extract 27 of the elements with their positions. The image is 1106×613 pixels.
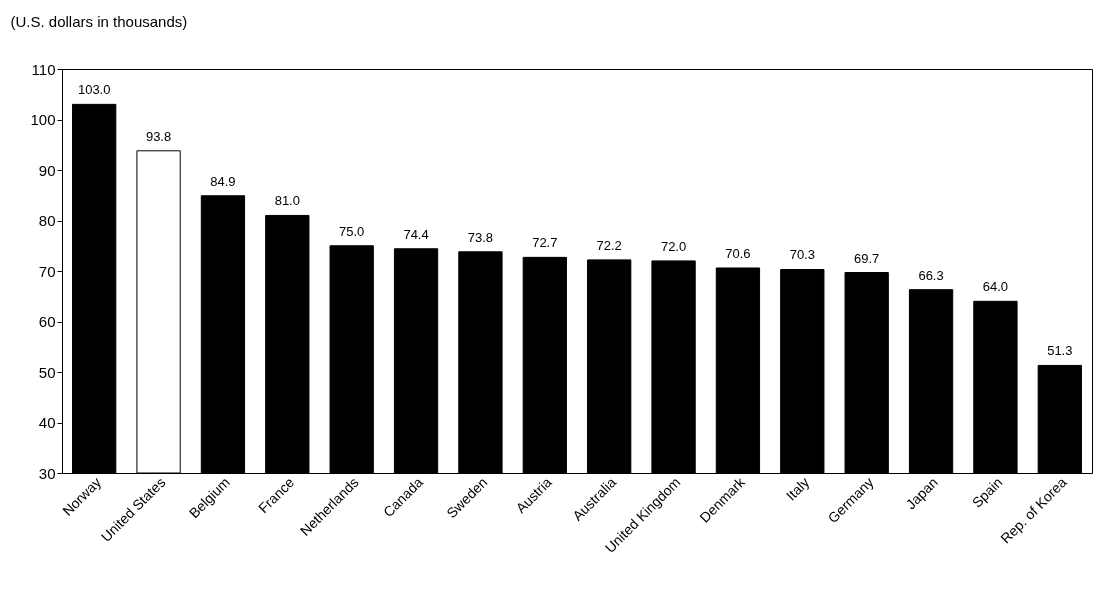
data-label: 103.0	[77, 82, 111, 98]
data-label: 72.2	[596, 237, 622, 253]
data-label: 73.8	[467, 229, 494, 245]
y-axis-title: (U.S. dollars in thousands)	[10, 12, 188, 30]
data-label: 69.7	[854, 250, 880, 266]
data-label: 75.0	[339, 223, 365, 239]
y-tick-label: 110	[31, 60, 56, 78]
y-tick-label: 50	[38, 363, 56, 381]
data-label: 72.7	[532, 235, 558, 251]
data-label: 74.4	[403, 226, 429, 242]
data-label: 64.0	[982, 279, 1009, 295]
y-tick-label: 100	[30, 111, 56, 128]
data-label: 51.3	[1047, 343, 1073, 359]
y-tick-label: 80	[38, 212, 56, 229]
y-tick-label: 30	[38, 464, 56, 482]
y-tick-label: 70	[38, 262, 56, 280]
y-tick-label: 90	[38, 161, 56, 179]
y-tick-label: 40	[38, 414, 56, 431]
data-label: 66.3	[918, 267, 944, 283]
data-label: 70.3	[789, 247, 815, 263]
data-label: 81.0	[274, 193, 300, 209]
data-label: 84.9	[210, 173, 236, 189]
y-tick-label: 60	[38, 313, 56, 330]
data-label: 72.0	[660, 238, 687, 254]
data-label: 70.6	[725, 245, 751, 261]
data-label: 93.8	[145, 128, 172, 144]
x-tick-label: Italy	[782, 474, 813, 504]
